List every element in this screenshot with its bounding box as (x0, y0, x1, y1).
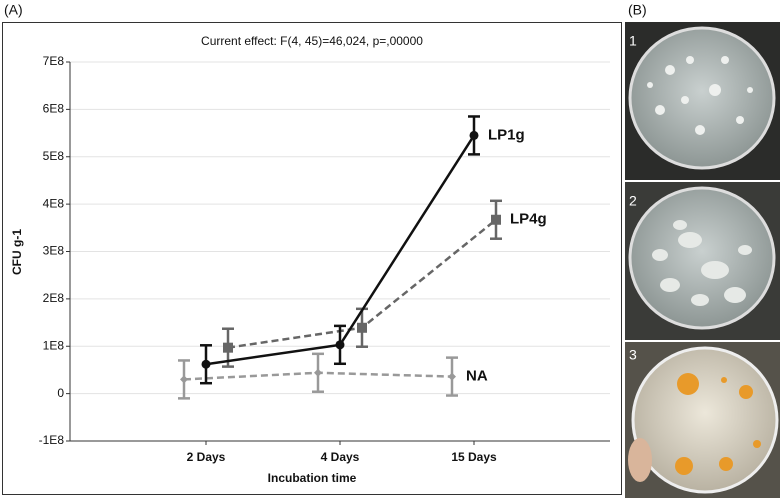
y-tick-label: 3E8 (43, 244, 65, 258)
series-label: LP4g (510, 211, 547, 228)
marker (491, 214, 501, 225)
panel-label: (B) (628, 2, 647, 18)
x-tick-label: 15 Days (451, 450, 497, 464)
finger (628, 438, 652, 482)
y-tick-label: -1E8 (39, 433, 65, 447)
y-axis-title: CFU g-1 (10, 229, 24, 275)
chart-title: Current effect: F(4, 45)=46,024, p=,0000… (201, 34, 423, 48)
colonies (675, 373, 761, 475)
y-tick-label: 7E8 (43, 54, 65, 68)
x-tick-label: 2 Days (187, 450, 226, 464)
series-label: NA (466, 368, 488, 385)
petri-dish (631, 346, 779, 494)
x-axis-title: Incubation time (268, 471, 357, 485)
y-tick-label: 6E8 (43, 102, 65, 116)
marker (448, 372, 456, 381)
marker (180, 375, 188, 384)
photo-label: 2 (629, 193, 637, 209)
chart-frame (2, 22, 622, 495)
y-tick-label: 4E8 (43, 196, 65, 210)
photo-label: 1 (629, 33, 637, 49)
plot: -1E8 0 1E8 2E8 3E8 4E8 5E8 6E8 7E8 2 Days 4 Days 15… (39, 54, 610, 464)
photo-label: 3 (629, 347, 637, 363)
petri-dish (628, 26, 776, 170)
marker (469, 130, 479, 140)
marker (201, 359, 211, 369)
y-tick-label: 0 (57, 386, 64, 400)
series-label: LP1g (488, 126, 525, 143)
marker (314, 368, 322, 377)
photos: 1 2 3 (625, 22, 780, 498)
petri-dish (628, 186, 776, 330)
marker (223, 342, 233, 353)
y-tick-label: 2E8 (43, 291, 65, 305)
y-tick-label: 5E8 (43, 149, 65, 163)
x-tick-label: 4 Days (321, 450, 360, 464)
marker (335, 340, 345, 350)
panel-label: (A) (4, 2, 23, 18)
marker (357, 322, 367, 333)
colonies (652, 220, 752, 306)
colonies (647, 56, 753, 135)
y-tick-label: 1E8 (43, 338, 65, 352)
